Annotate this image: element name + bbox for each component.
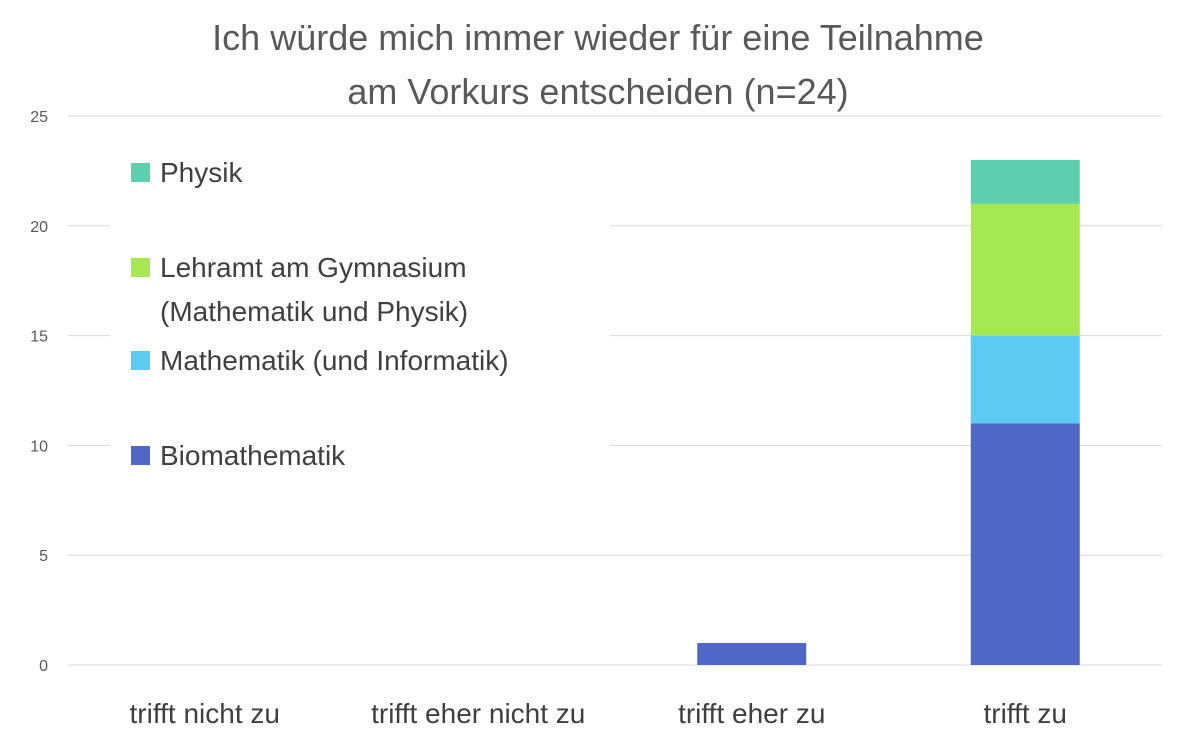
y-tick-label: 10 [30, 438, 48, 455]
bar-segment [697, 643, 807, 665]
chart-title: Ich würde mich immer wieder für eine Tei… [212, 17, 984, 112]
legend-label: Biomathematik [160, 440, 346, 471]
legend-label: Lehramt am Gymnasium [160, 252, 467, 283]
legend-swatch [131, 446, 150, 465]
legend-swatch [131, 163, 150, 182]
y-tick-label: 25 [30, 109, 48, 126]
y-tick-label: 15 [30, 329, 48, 346]
chart-title-line-1: Ich würde mich immer wieder für eine Tei… [212, 17, 984, 58]
x-tick-label: trifft eher nicht zu [371, 698, 585, 729]
bar-segment [970, 203, 1080, 336]
legend-label: (Mathematik und Physik) [160, 296, 468, 327]
bars [697, 159, 1080, 665]
x-tick-label: trifft nicht zu [130, 698, 280, 729]
y-tick-label: 20 [30, 219, 48, 236]
x-tick-label: trifft zu [983, 698, 1067, 729]
x-tick-label: trifft eher zu [678, 698, 825, 729]
legend-swatch [131, 351, 150, 370]
legend-swatch [131, 258, 150, 277]
chart-title-line-2: am Vorkurs entscheiden (n=24) [347, 71, 848, 112]
legend-label: Mathematik (und Informatik) [160, 345, 509, 376]
bar-segment [970, 423, 1080, 665]
legend-background [110, 132, 610, 488]
bar-segment [970, 335, 1080, 424]
bar-segment [970, 159, 1080, 204]
y-tick-label: 5 [39, 548, 48, 565]
y-axis-ticks: 0 5 10 15 20 25 [30, 109, 48, 675]
legend-label: Physik [160, 157, 243, 188]
x-axis-labels: trifft nicht zu trifft eher nicht zu triff… [130, 698, 1067, 729]
legend: Physik Lehramt am Gymnasium (Mathematik un… [110, 132, 610, 488]
y-tick-label: 0 [39, 658, 48, 675]
